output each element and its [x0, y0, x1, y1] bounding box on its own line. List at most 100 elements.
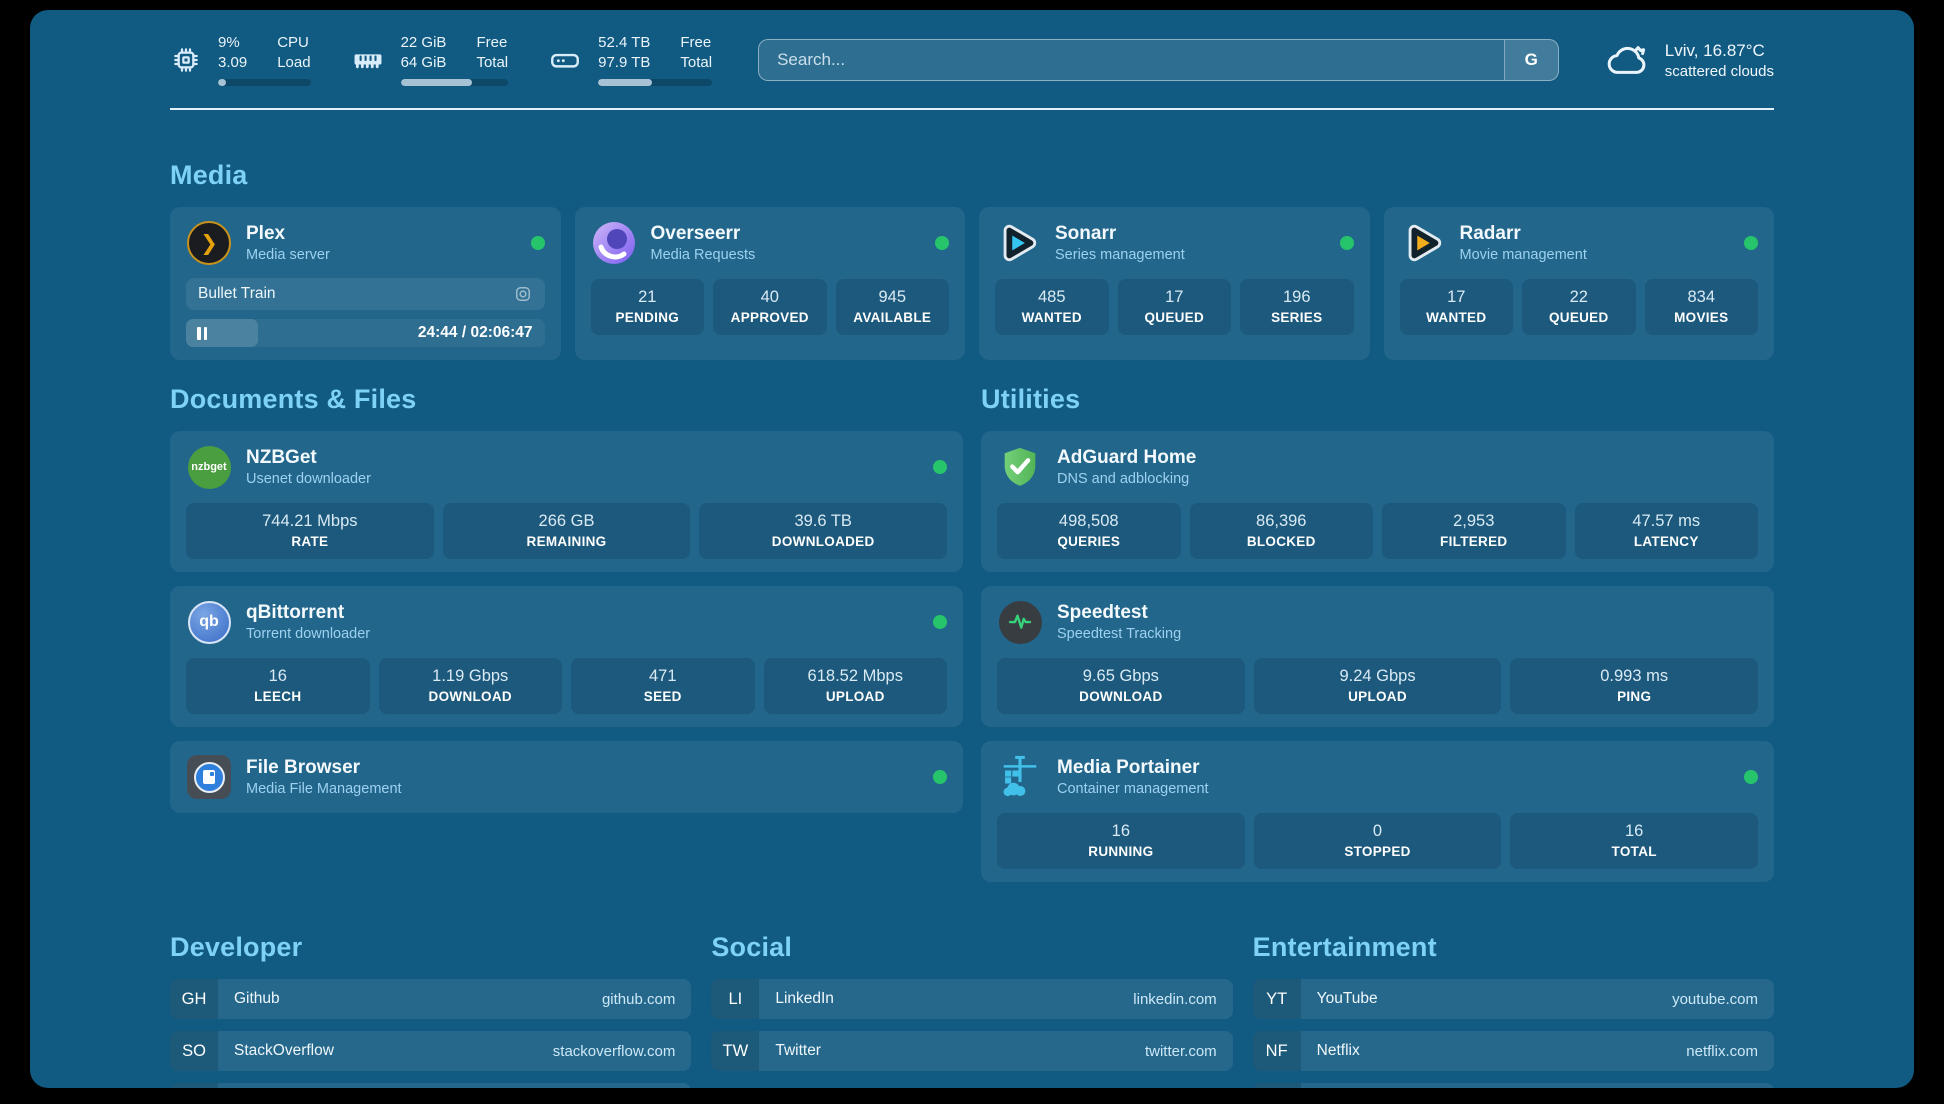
- header: 9% 3.09 CPU Load: [170, 34, 1774, 86]
- link-linkedin[interactable]: LI LinkedIn linkedin.com: [711, 979, 1233, 1019]
- link-dev[interactable]: DT DEV dev.to: [170, 1083, 692, 1088]
- status-dot: [530, 236, 545, 250]
- stat-box: 485 WANTED: [995, 279, 1109, 335]
- stat-box: 17 QUEUED: [1117, 279, 1231, 335]
- status-dot: [935, 236, 949, 250]
- app-name: qBittorrent: [246, 602, 345, 623]
- plex-icon: ❯: [186, 220, 232, 266]
- cloud-icon: [1605, 41, 1651, 79]
- gear-icon[interactable]: [513, 284, 533, 304]
- playback-time: 24:44 / 02:06:47: [417, 324, 533, 341]
- app-name: Media Portainer: [1057, 757, 1200, 778]
- filebrowser-icon: [186, 754, 232, 800]
- link-abbr: TW: [711, 1031, 760, 1071]
- status-dot: [1744, 770, 1758, 784]
- link-abbr: SO: [170, 1031, 218, 1071]
- cpu-stat: 9% 3.09 CPU Load: [170, 34, 311, 86]
- section-title-media: Media: [170, 160, 248, 190]
- system-stats: 9% 3.09 CPU Load: [170, 34, 713, 86]
- app-subtitle: Container management: [1057, 781, 1209, 797]
- status-dot: [933, 615, 947, 629]
- link-stackoverflow[interactable]: SO StackOverflow stackoverflow.com: [170, 1031, 692, 1071]
- disk-progressbar: [598, 79, 713, 86]
- app-name: Overseerr: [650, 223, 741, 244]
- stat-box: 744.21 Mbps RATE: [186, 503, 434, 559]
- disk-free-label: Free: [680, 34, 712, 51]
- app-name: AdGuard Home: [1057, 447, 1197, 468]
- cpu-icon: [170, 44, 202, 76]
- stat-box: 498,508 QUERIES: [997, 503, 1181, 559]
- section-title-developer: Developer: [170, 932, 303, 962]
- link-reddit[interactable]: RE Reddit reddit.com: [1252, 1083, 1774, 1088]
- disk-total-label: Total: [680, 54, 713, 71]
- link-youtube[interactable]: YT YouTube youtube.com: [1252, 979, 1774, 1019]
- ram-icon: [351, 43, 385, 77]
- disk-free: 52.4 TB: [598, 34, 651, 51]
- weather-location: Lviv, 16.87°C: [1664, 40, 1765, 60]
- sonarr-icon: [995, 220, 1041, 266]
- card-filebrowser[interactable]: File Browser Media File Management: [170, 741, 963, 813]
- card-radarr[interactable]: Radarr Movie management 17 WANTED 22 QUEUE…: [1383, 207, 1774, 360]
- weather-widget: Lviv, 16.87°C scattered clouds: [1605, 41, 1774, 80]
- stat-box: 86,396 BLOCKED: [1189, 503, 1373, 559]
- link-github[interactable]: GH Github github.com: [170, 979, 692, 1019]
- section-title-utilities: Utilities: [981, 384, 1081, 414]
- stat-box: 40 APPROVED: [713, 279, 827, 335]
- playback-seekbar[interactable]: 24:44 / 02:06:47: [186, 319, 545, 347]
- card-plex[interactable]: ❯ Plex Media server Bullet Train: [170, 207, 561, 360]
- stat-box: 0 STOPPED: [1253, 813, 1502, 869]
- status-dot: [933, 460, 947, 474]
- card-portainer[interactable]: Media Portainer Container management 16 R…: [981, 741, 1774, 882]
- app-subtitle: Movie management: [1459, 247, 1587, 263]
- cpu-load: 3.09: [218, 54, 248, 71]
- stat-box: 834 MOVIES: [1644, 279, 1758, 335]
- stat-box: 22 QUEUED: [1522, 279, 1636, 335]
- disk-stat: 52.4 TB 97.9 TB Free Total: [548, 34, 713, 86]
- stat-box: 17 WANTED: [1399, 279, 1513, 335]
- stat-box: 196 SERIES: [1240, 279, 1354, 335]
- speedtest-icon: [997, 599, 1043, 645]
- app-subtitle: Media server: [246, 247, 330, 263]
- link-netflix[interactable]: NF Netflix netflix.com: [1252, 1031, 1774, 1071]
- section-title-documents: Documents & Files: [170, 384, 417, 414]
- app-subtitle: Usenet downloader: [246, 471, 371, 487]
- pause-icon[interactable]: [197, 319, 207, 347]
- utilities-column: Utilities: [981, 384, 1774, 882]
- link-abbr: LI: [711, 979, 760, 1019]
- link-twitter[interactable]: TW Twitter twitter.com: [711, 1031, 1233, 1071]
- card-sonarr[interactable]: Sonarr Series management 485 WANTED 17 QUE…: [979, 207, 1370, 360]
- search-engine-button[interactable]: G: [1503, 40, 1558, 80]
- status-dot: [1339, 236, 1354, 250]
- card-overseerr[interactable]: Overseerr Media Requests 21 PENDING 40 APP…: [574, 207, 965, 360]
- stat-box: 47.57 ms LATENCY: [1574, 503, 1758, 559]
- links-developer: Developer GH Github github.com SO StackO…: [170, 932, 692, 1088]
- now-playing-row: Bullet Train: [186, 278, 545, 310]
- app-name: Speedtest: [1057, 602, 1148, 623]
- disk-icon: [548, 43, 582, 77]
- memory-stat: 22 GiB 64 GiB Free Total: [351, 34, 509, 86]
- link-abbr: YT: [1252, 979, 1301, 1019]
- card-speedtest[interactable]: Speedtest Speedtest Tracking 9.65 Gbps DO…: [981, 586, 1774, 727]
- card-nzbget[interactable]: nzbget NZBGet Usenet downloader 744.21 M…: [170, 431, 963, 572]
- radarr-icon: [1400, 220, 1446, 266]
- status-dot: [1744, 236, 1758, 250]
- link-abbr: GH: [170, 979, 218, 1019]
- cpu-load-label: Load: [277, 54, 311, 71]
- app-name: NZBGet: [246, 447, 317, 468]
- header-divider: [170, 108, 1774, 110]
- stat-box: 618.52 Mbps UPLOAD: [763, 658, 947, 714]
- stat-box: 21 PENDING: [590, 279, 704, 335]
- app-name: File Browser: [246, 757, 361, 778]
- section-title-entertainment: Entertainment: [1252, 932, 1437, 962]
- weather-condition: scattered clouds: [1664, 62, 1774, 80]
- links-entertainment: Entertainment YT YouTube youtube.com NF …: [1252, 932, 1774, 1088]
- card-qbittorrent[interactable]: qb qBittorrent Torrent downloader 16 LEEC…: [170, 586, 963, 727]
- memory-progressbar: [400, 79, 509, 86]
- section-title-social: Social: [711, 932, 793, 962]
- search-input[interactable]: [759, 40, 1504, 80]
- app-name: Sonarr: [1055, 223, 1117, 244]
- status-dot: [933, 770, 947, 784]
- stat-box: 1.19 Gbps DOWNLOAD: [378, 658, 562, 714]
- app-name: Radarr: [1459, 223, 1521, 244]
- card-adguard[interactable]: AdGuard Home DNS and adblocking 498,508 Q…: [981, 431, 1774, 572]
